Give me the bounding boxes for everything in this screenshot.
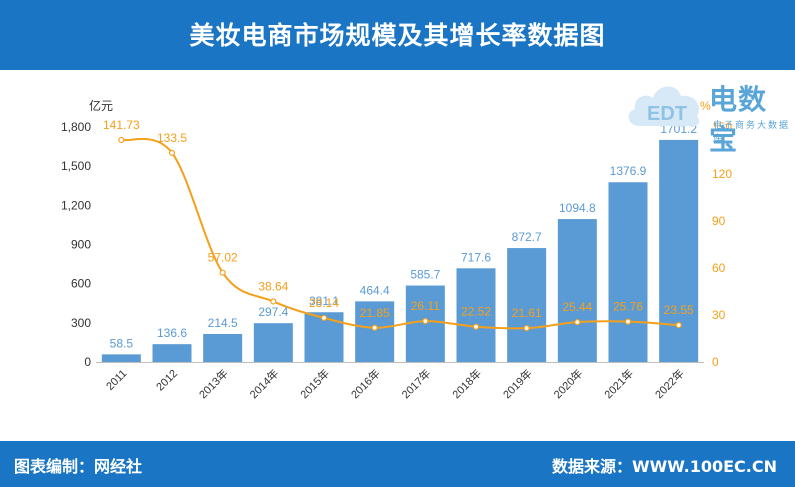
line-point (168, 149, 176, 156)
bar-value-label: 872.7 (512, 230, 542, 244)
bar (203, 333, 243, 362)
line-value-label: 141.73 (103, 118, 140, 132)
line-value-label: 22.52 (461, 305, 491, 319)
line-value-label: 38.64 (258, 279, 288, 293)
x-tick-label: 2018年 (449, 366, 484, 401)
x-tick-label: 2011 (104, 368, 129, 393)
x-tick-label: 2017年 (398, 366, 433, 401)
y-right-tick-label: 120 (712, 167, 732, 181)
y-left-tick-label: 900 (71, 238, 91, 252)
line-point (523, 325, 530, 332)
bar (507, 248, 547, 362)
bar (456, 268, 496, 362)
header-bar: 美妆电商市场规模及其增长率数据图 (0, 0, 795, 70)
x-tick-label: 2022年 (652, 366, 687, 401)
line-point (472, 323, 480, 330)
footer-bar: 图表编制：网经社 数据来源：WWW.100EC.CN (0, 441, 795, 487)
line-value-label: 28.14 (309, 296, 339, 310)
x-tick-label: 2014年 (246, 366, 281, 401)
line-point (118, 136, 125, 144)
y-right-tick-label: 60 (712, 261, 726, 275)
line-point (320, 314, 328, 322)
bar-value-label: 58.5 (110, 336, 134, 350)
line-point (574, 319, 581, 326)
y-left-tick-label: 1,200 (61, 198, 91, 212)
line-value-label: 23.55 (664, 303, 694, 317)
x-tick-label: 2015年 (297, 366, 332, 401)
y-right-unit: % (700, 99, 711, 113)
y-left-tick-label: 1,800 (61, 120, 91, 134)
bar (253, 323, 293, 362)
bar (101, 354, 141, 362)
cloud-icon: EDT (628, 86, 700, 127)
logo-name: 电数宝 (709, 83, 768, 156)
line-point (270, 298, 277, 305)
line-value-label: 25.76 (613, 300, 643, 314)
x-tick-label: 2013年 (196, 366, 231, 401)
brand-logo: EDT 电数宝 电子商务大数据库 (623, 76, 793, 156)
x-tick-label: 2020年 (550, 366, 585, 401)
line-point (422, 317, 429, 325)
y-left-tick-label: 1,500 (61, 159, 91, 173)
bar (152, 344, 192, 362)
chart: 0 300 600 900 1,200 1,500 1,800 亿元 0 30 60 90 120 150… (61, 98, 732, 401)
line-point (624, 318, 632, 325)
line-value-label: 57.02 (208, 251, 238, 265)
bar-value-label: 717.6 (461, 250, 491, 264)
line-value-label: 25.44 (562, 300, 592, 314)
y-left-unit: 亿元 (89, 98, 113, 113)
line-point (219, 269, 226, 276)
bar (355, 301, 395, 362)
y-right-tick-label: 90 (712, 214, 726, 228)
line-value-label: 21.61 (512, 306, 542, 320)
line-value-label: 26.11 (411, 299, 440, 313)
bar-value-label: 136.6 (157, 326, 187, 340)
y-left-tick-label: 0 (84, 355, 91, 369)
line-value-label: 21.85 (360, 306, 390, 320)
bar-value-label: 464.4 (360, 283, 390, 297)
footer-compiler: 图表编制：网经社 (14, 457, 143, 476)
y-left-tick-label: 600 (71, 277, 91, 291)
bar-value-label: 585.7 (410, 268, 440, 282)
line-point (675, 322, 682, 329)
logo-subtitle: 电子商务大数据库 (713, 121, 791, 144)
y-right-tick-label: 150 (712, 120, 732, 134)
logo-icon-text: EDT (647, 103, 687, 125)
bar-value-label: 1094.8 (559, 201, 596, 215)
bar-value-label: 214.5 (208, 316, 238, 330)
y-right-tick-label: 30 (712, 308, 726, 322)
line-point (371, 324, 378, 331)
y-right-tick-label: 0 (712, 355, 719, 369)
bar (608, 182, 648, 362)
x-tick-label: 2019年 (500, 366, 535, 401)
page-title: 美妆电商市场规模及其增长率数据图 (189, 21, 606, 50)
bar (659, 139, 699, 362)
bar-value-label: 297.4 (258, 305, 288, 319)
x-tick-label: 2021年 (601, 366, 636, 401)
bar (557, 219, 597, 362)
bar-value-label: 381.1 (309, 294, 339, 308)
footer-source: 数据来源：WWW.100EC.CN (551, 457, 777, 476)
x-tick-label: 2012 (154, 368, 180, 394)
bar-value-label: 1376.9 (610, 164, 647, 178)
line-value-label: 133.5 (157, 131, 187, 145)
x-tick-label: 2016年 (348, 366, 383, 401)
y-left-tick-label: 300 (71, 316, 91, 330)
